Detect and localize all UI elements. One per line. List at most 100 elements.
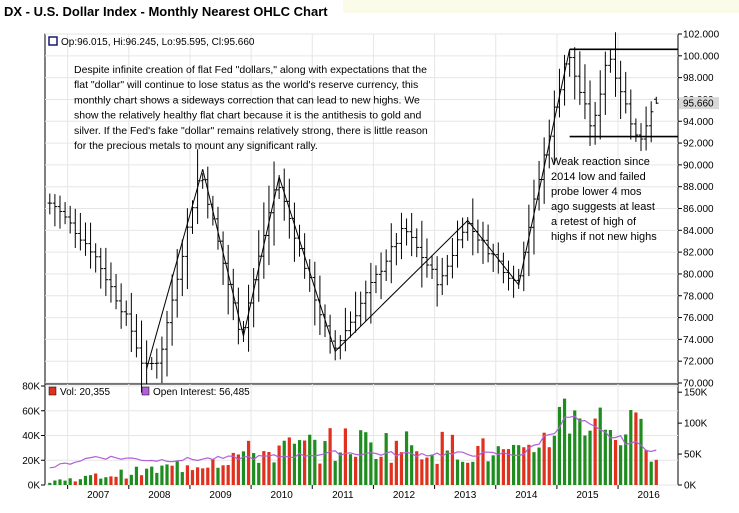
volume-bars xyxy=(48,398,658,485)
header-band xyxy=(343,0,739,13)
volume-bar xyxy=(578,418,582,485)
ohlc-bar xyxy=(582,64,588,120)
price-tick-label: 78.000 xyxy=(683,291,714,302)
ohlc-bar xyxy=(358,291,363,327)
ohlc-bar xyxy=(225,244,231,315)
volume-bar xyxy=(231,452,235,485)
volume-bar xyxy=(425,457,429,485)
annotation-side-line: a retest of high of xyxy=(551,216,637,228)
ohlc-bar xyxy=(429,255,435,280)
oi-legend-text: Open Interest: 56,485 xyxy=(153,387,250,398)
volume-legend-text: Vol: 20,355 xyxy=(60,387,110,398)
ohlc-bar xyxy=(220,231,226,285)
volume-bar xyxy=(399,452,404,485)
time-tick-label: 2014 xyxy=(515,490,538,501)
price-tick-label: 84.000 xyxy=(683,226,714,237)
volume-bar xyxy=(272,462,276,485)
annotation-side-line: highs if not new highs xyxy=(551,231,657,243)
annotation-main-line: silver. If the Fed's fake "dollar" remai… xyxy=(74,125,428,137)
ohlc-bar xyxy=(98,247,103,289)
price-tick-label: 74.000 xyxy=(683,335,714,346)
volume-bar xyxy=(139,475,144,485)
volume-bar xyxy=(629,409,633,485)
volume-bar xyxy=(486,461,490,485)
ohlc-bar xyxy=(169,274,175,346)
volume-bar xyxy=(124,478,128,485)
volume-bar xyxy=(58,479,62,485)
ohlc-bar xyxy=(440,257,445,295)
annotation-side-line: ago suggests at least xyxy=(551,201,655,213)
ohlc-bar xyxy=(251,268,256,328)
ohlc-bar xyxy=(139,320,144,393)
ohlc-bar xyxy=(180,239,185,297)
volume-bar xyxy=(654,459,658,485)
ohlc-bar xyxy=(577,51,583,105)
price-tick-label: 88.000 xyxy=(683,182,714,193)
annotation-main-line: flat "dollar" will continue to lose stat… xyxy=(74,79,418,91)
ohlc-bar xyxy=(460,217,465,249)
volume-bar xyxy=(440,431,444,485)
open-interest-line xyxy=(49,415,657,469)
annotation-side-line: Weak reaction since xyxy=(551,156,650,168)
volume-bar xyxy=(568,433,572,485)
volume-bar xyxy=(547,447,551,485)
volume-bar xyxy=(369,442,373,485)
volume-bar xyxy=(517,445,521,485)
ohlc-bar xyxy=(103,247,109,296)
oi-tick-label: 50K xyxy=(684,450,702,461)
ohlc-bar xyxy=(541,137,547,204)
price-grid xyxy=(45,33,678,485)
trend-line xyxy=(146,169,204,369)
ohlc-bar xyxy=(343,307,348,352)
time-tick-label: 2011 xyxy=(332,490,354,501)
volume-bar xyxy=(267,451,271,485)
ohlc-bar xyxy=(129,292,134,353)
ohlc-bar xyxy=(154,348,160,379)
volume-bar xyxy=(608,430,613,485)
ohlc-bar xyxy=(587,80,593,146)
ohlc-bar xyxy=(531,179,537,255)
volume-bar xyxy=(450,434,455,485)
ohlc-bar xyxy=(348,311,353,338)
ohlc-bar xyxy=(572,47,577,100)
ohlc-bar xyxy=(205,166,210,219)
volume-bar xyxy=(221,465,225,485)
annotation-side-line: probe lower 4 mos xyxy=(551,186,642,198)
volume-bar xyxy=(313,439,317,485)
ohlc-bar xyxy=(654,96,659,104)
volume-bar xyxy=(649,461,653,485)
volume-bar xyxy=(165,464,169,485)
volume-bar xyxy=(277,445,281,485)
volume-bar xyxy=(323,441,327,485)
volume-tick-label: 0K xyxy=(28,481,41,492)
price-tick-label: 80.000 xyxy=(683,269,714,280)
volume-bar xyxy=(562,398,567,485)
ohlc-bar xyxy=(159,336,165,384)
price-tick-label: 72.000 xyxy=(683,357,714,368)
volume-bar xyxy=(48,482,52,485)
last-price-tag: 95.660 xyxy=(679,97,719,110)
price-tick-label: 90.000 xyxy=(683,160,714,171)
volume-bar xyxy=(496,446,500,485)
volume-bar xyxy=(501,449,505,485)
volume-bar xyxy=(252,453,256,485)
volume-bar xyxy=(68,478,72,485)
volume-bar xyxy=(461,461,465,485)
volume-axes: 0K 20K 40K 60K 80K 0K 50K 100K 150K xyxy=(22,382,707,492)
price-tick-label: 82.000 xyxy=(683,248,714,259)
ohlc-bar xyxy=(73,208,78,248)
ohlc-bar xyxy=(373,265,379,294)
price-tick-label: 86.000 xyxy=(683,204,714,215)
volume-bar xyxy=(195,467,200,485)
volume-bar xyxy=(201,468,205,485)
volume-bar xyxy=(379,456,383,485)
volume-bar xyxy=(83,475,88,485)
ohlc-bar xyxy=(424,238,430,278)
oi-tick-label: 100K xyxy=(684,419,708,430)
volume-bar xyxy=(410,445,414,485)
volume-bar xyxy=(598,407,602,485)
ohlc-bar xyxy=(47,193,52,215)
time-tick-label: 2007 xyxy=(87,490,110,501)
ohlc-bar xyxy=(501,252,506,284)
time-tick-label: 2016 xyxy=(638,490,661,501)
